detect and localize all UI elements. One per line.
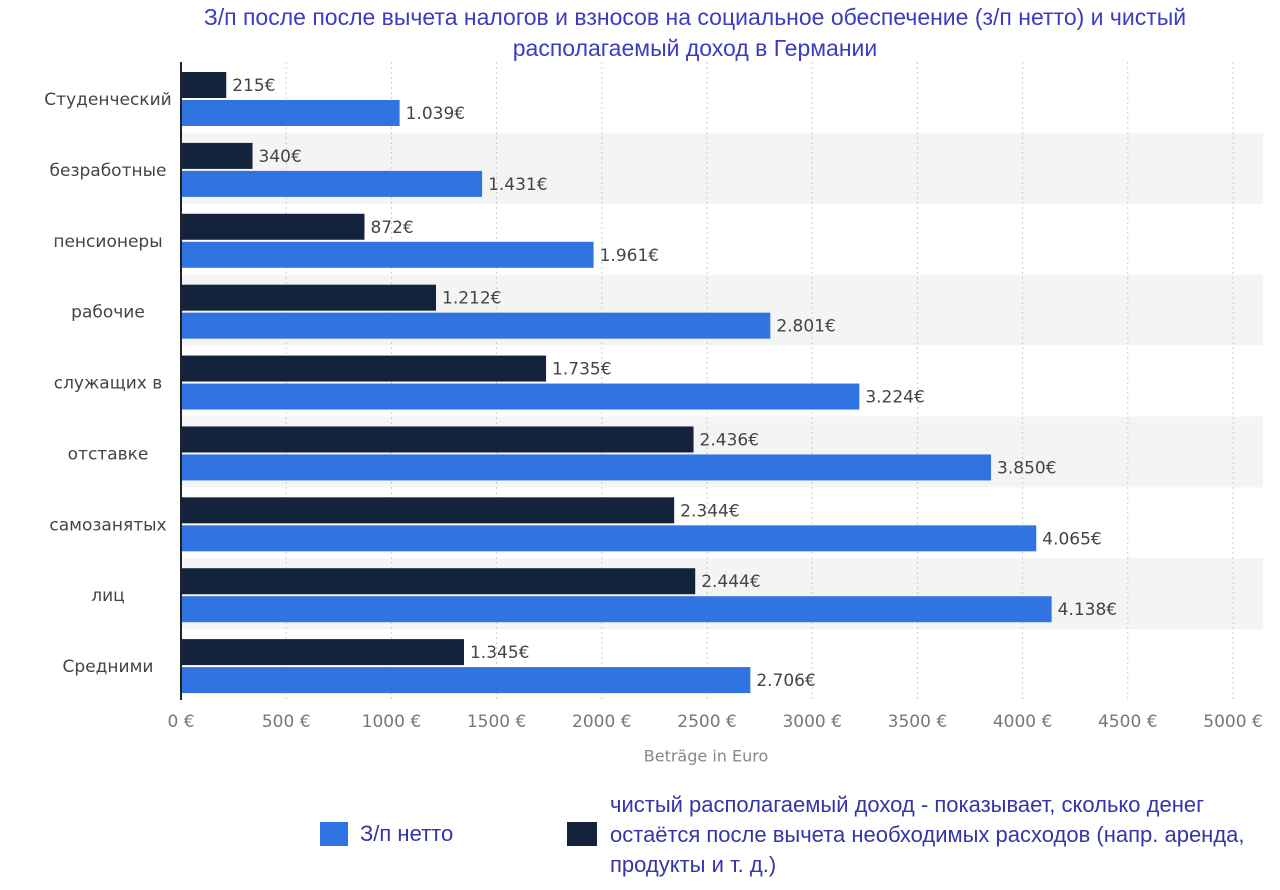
- bar: [181, 568, 696, 595]
- value-label: 4.065€: [1042, 529, 1101, 549]
- bar: [181, 525, 1037, 552]
- y-tick-label: Средними: [63, 657, 154, 677]
- y-tick-label: отставке: [68, 444, 149, 464]
- bar: [181, 284, 437, 311]
- y-tick-label: лиц: [91, 586, 125, 606]
- legend-label: З/п нетто: [360, 821, 453, 846]
- value-label: 1.345€: [470, 643, 529, 663]
- x-tick-label: 3000 €: [782, 712, 841, 732]
- value-label: 2.444€: [701, 572, 760, 592]
- bar: [181, 667, 751, 694]
- y-tick-label: Студенческий: [44, 90, 171, 110]
- value-label: 1.039€: [406, 104, 465, 124]
- x-axis-label: Beträge in Euro: [644, 747, 769, 766]
- bar: [181, 213, 365, 240]
- bar: [181, 497, 675, 524]
- bar: [181, 170, 483, 197]
- value-label: 2.344€: [680, 501, 739, 521]
- x-tick-label: 5000 €: [1203, 712, 1262, 732]
- bar: [181, 596, 1052, 623]
- value-label: 215€: [232, 76, 275, 96]
- value-label: 1.431€: [488, 175, 547, 195]
- value-label: 3.224€: [865, 388, 924, 408]
- x-tick-label: 4500 €: [1098, 712, 1157, 732]
- x-tick-label: 3500 €: [888, 712, 947, 732]
- chart-title: З/п после после вычета налогов и взносов…: [203, 4, 1187, 61]
- bar: [181, 241, 594, 268]
- bar: [181, 383, 860, 410]
- y-tick-label: служащих в: [54, 374, 163, 394]
- value-label: 4.138€: [1058, 600, 1117, 620]
- y-tick-label: самозанятых: [49, 515, 166, 535]
- bar: [181, 639, 464, 666]
- value-label: 2.436€: [700, 430, 759, 450]
- bar: [181, 142, 253, 169]
- x-tick-label: 2000 €: [572, 712, 631, 732]
- bar: [181, 72, 227, 98]
- bar: [181, 454, 992, 481]
- y-tick-label: рабочие: [71, 303, 145, 323]
- y-tick-label: безработные: [50, 161, 167, 181]
- legend-swatch: [320, 822, 348, 846]
- value-label: 1.212€: [442, 289, 501, 309]
- x-tick-label: 4000 €: [993, 712, 1052, 732]
- x-tick-label: 0 €: [167, 712, 194, 732]
- value-label: 2.706€: [756, 671, 815, 691]
- bar: [181, 426, 694, 453]
- bar: [181, 100, 400, 126]
- x-tick-label: 1500 €: [467, 712, 526, 732]
- bar: [181, 312, 771, 339]
- value-label: 1.735€: [552, 360, 611, 380]
- y-tick-label: пенсионеры: [53, 232, 162, 252]
- legend-swatch: [567, 822, 597, 846]
- legend-label: чистый располагаемый доход - показывает,…: [610, 792, 1245, 877]
- value-label: 340€: [259, 147, 302, 167]
- x-tick-label: 500 €: [262, 712, 311, 732]
- value-label: 3.850€: [997, 458, 1056, 478]
- x-tick-label: 2500 €: [677, 712, 736, 732]
- value-label: 872€: [370, 218, 413, 238]
- value-label: 1.961€: [600, 246, 659, 266]
- value-label: 2.801€: [776, 317, 835, 337]
- bar: [181, 355, 547, 382]
- x-tick-label: 1000 €: [362, 712, 421, 732]
